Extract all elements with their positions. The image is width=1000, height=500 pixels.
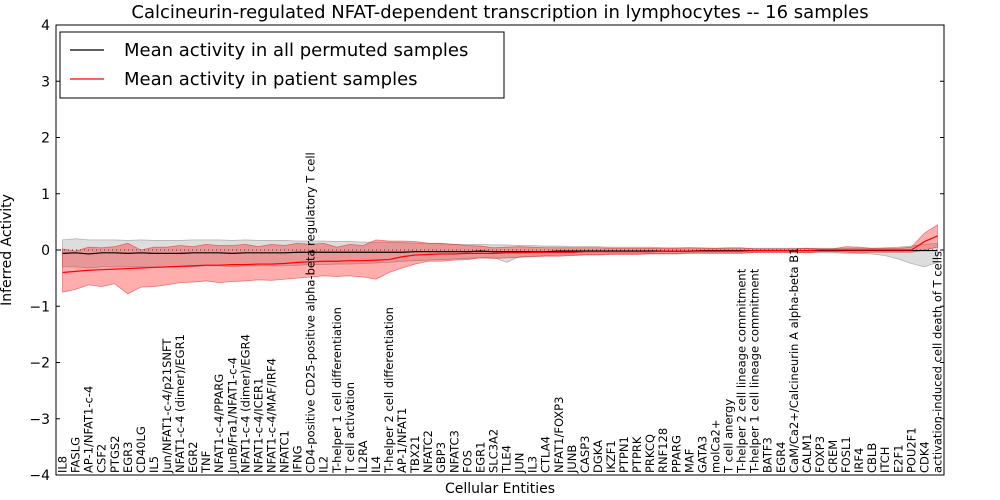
y-tick-label: 0 [41,243,50,259]
x-tick-label: NFAT1-c-4/PPARG [212,374,226,473]
x-tick-label: EGR1 [473,441,487,472]
y-tick-label: −1 [29,299,50,315]
y-axis-ticks: −4 −3 −2 −1 0 1 2 3 4 [29,18,944,484]
y-tick-label: 2 [41,131,50,147]
x-tick-label: T cell activation [343,382,357,474]
x-tick-label: T-helper 2 cell lineage commitment [735,268,749,474]
x-tick-label: IL2 [317,456,331,473]
x-tick-label: EGR4 [774,441,788,473]
x-tick-label: CALM1 [800,433,814,473]
x-tick-label: PPARG [669,435,683,473]
line-patient [62,235,938,274]
x-tick-label: PTPRK [630,436,644,473]
band-patient [62,223,938,295]
legend-box [59,31,505,99]
x-tick-label: T-helper 1 cell lineage commitment [748,268,762,474]
x-tick-label: E2F1 [891,444,905,473]
x-tick-label: TLE4 [500,445,514,474]
x-tick-label: CD4-positive CD25-positive alpha-beta re… [304,152,318,473]
x-tick-label: EGR3 [121,441,135,473]
x-tick-label: POU2F1 [904,427,918,473]
plot-frame [55,24,945,476]
x-tick-label: TBX21 [408,436,422,474]
x-tick-label: CSF2 [95,444,109,473]
x-axis-label: Cellular Entities [445,481,555,497]
x-tick-label: NFATC2 [421,430,435,473]
x-tick-label: FOXP3 [813,436,827,473]
x-tick-label: CD40LG [134,426,148,473]
x-tick-label: IFNG [291,445,305,473]
x-tick-label: NFAT1-c-4/ICER1 [251,378,265,473]
confidence-bands [56,223,944,295]
x-tick-label: BATF3 [761,437,775,473]
x-tick-label: CBLB [865,443,879,473]
x-tick-label: IL2RA [356,440,370,473]
x-tick-label: PTGS2 [108,435,122,473]
x-tick-label: NFAT1-c-4 (dimer)/EGR4 [238,334,252,473]
x-tick-label: FOS [460,450,474,473]
x-tick-label: T-helper 1 cell differentiation [330,307,344,474]
legend: Mean activity in all permuted samples Me… [59,31,505,99]
x-tick-label: CDK4 [917,441,931,473]
chart-title: Calcineurin-regulated NFAT-dependent tra… [131,2,868,23]
x-tick-label: DGKA [591,440,605,473]
x-tick-label: IL3 [526,456,540,473]
x-tick-label: CREM [826,440,840,473]
x-tick-label: NFAT1-c-4/MAF/IRF4 [264,358,278,473]
x-tick-label: TNF [199,451,213,474]
y-axis-label: Inferred Activity [0,194,15,306]
x-tick-label: CASP3 [578,436,592,473]
legend-label-permuted: Mean activity in all permuted samples [124,40,468,61]
x-tick-label: IKZF1 [604,440,618,473]
x-tick-label: CTLA4 [539,436,553,473]
x-tick-label: NFATC3 [447,430,461,473]
x-tick-label: JUN [513,453,527,474]
x-tick-label: T-helper 2 cell differentiation [382,307,396,474]
x-tick-label: JunB/Fra1/NFAT1-c-4 [225,357,239,474]
x-tick-label: MAF [682,449,696,473]
x-tick-label: FOSL1 [839,436,853,473]
x-tick-label: PRKCQ [643,434,657,473]
x-tick-label: CaM/Ca2+/Calcineurin A alpha-beta B1 [787,248,801,473]
x-tick-label: IL8 [56,456,70,473]
x-tick-label: JUNB [565,445,579,474]
x-tick-label: PTPN1 [617,436,631,473]
y-tick-label: 1 [41,187,50,203]
x-tick-label: NFAT1-c-4 (dimer)/EGR1 [173,334,187,473]
x-axis-ticks: IL8 FASLG AP-1/NFAT1-c-4 CSF2 PTGS2 EGR3 CD40L… [56,152,945,474]
x-tick-label: activation-induced cell death of T cells [930,251,944,473]
series-lines [62,235,938,274]
x-tick-label: AP-1/NFAT1 [395,408,409,473]
x-tick-label: ITCH [878,447,892,473]
x-tick-label: GBP3 [434,442,448,473]
y-tick-label: 4 [41,18,50,34]
x-tick-label: NFATC1 [278,430,292,473]
x-tick-label: FASLG [69,437,83,473]
x-tick-label: IL4 [369,456,383,473]
x-tick-label: GATA3 [695,436,709,473]
x-tick-label: EGR2 [186,442,200,474]
x-tick-label: RNF128 [656,428,670,473]
y-tick-label: −2 [29,356,50,372]
x-tick-label: Jun/NFAT1-c-4/p21SNFT [160,338,174,474]
y-tick-label: 3 [41,74,50,90]
x-tick-label: T cell anergy [722,399,736,474]
x-tick-label: IRF4 [852,448,866,473]
y-tick-label: −4 [29,468,50,484]
legend-label-patient: Mean activity in patient samples [124,69,418,90]
x-tick-label: SLC3A2 [486,429,500,473]
x-tick-label: IL5 [147,456,161,473]
x-tick-label: molCa2+ [708,420,722,473]
x-tick-label: NFAT1/FOXP3 [552,397,566,473]
x-tick-label: AP-1/NFAT1-c-4 [82,386,96,473]
y-tick-label: −3 [29,412,50,428]
